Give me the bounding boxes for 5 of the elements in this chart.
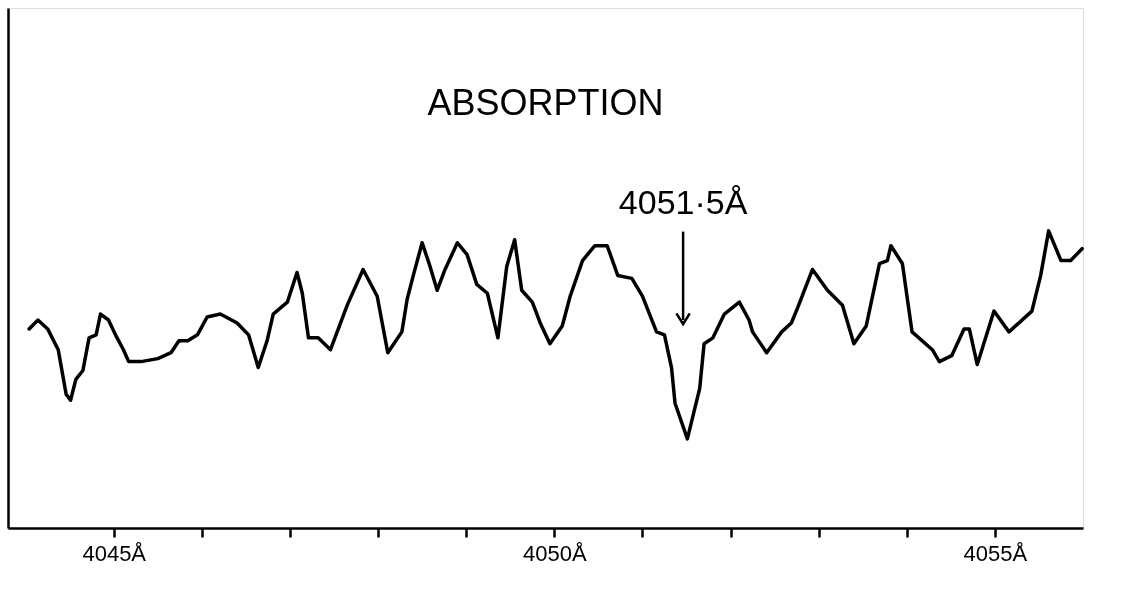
x-tick-label: 4055Å — [963, 540, 1028, 566]
chart-title: ABSORPTION — [427, 82, 664, 123]
x-tick-label: 4045Å — [82, 540, 147, 566]
text: 4051·5Å — [618, 183, 748, 222]
x-tick-label: 4050Å — [523, 540, 587, 566]
